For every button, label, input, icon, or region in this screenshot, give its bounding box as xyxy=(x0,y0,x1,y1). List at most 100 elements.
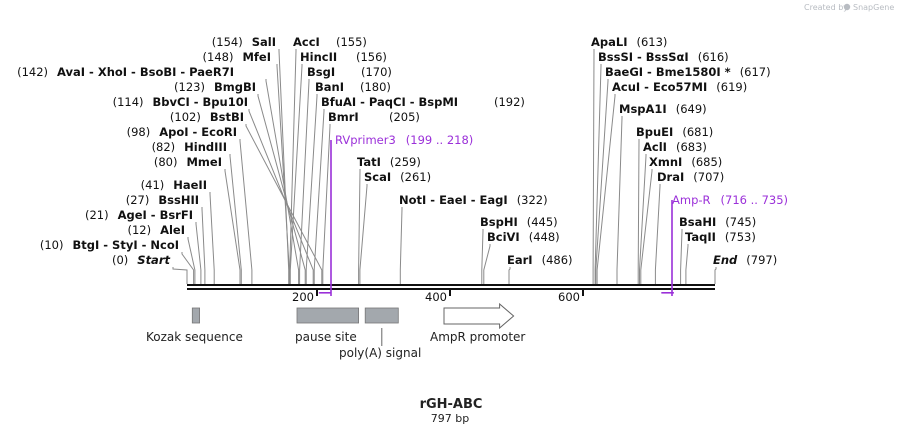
enzyme-leader-xmni xyxy=(640,169,653,284)
enzyme-leader-bmgbi-b xyxy=(257,94,306,284)
feature-ampr-promoter-arrow xyxy=(443,302,515,330)
enzyme-label-haeii-position: (41) xyxy=(141,178,165,192)
primer-rvprimer3-stem xyxy=(330,140,332,296)
enzyme-leader-acui-eco57mi xyxy=(596,94,616,284)
enzyme-label-baegi-bme1580i-position: (617) xyxy=(740,65,771,79)
enzyme-leader-mmei xyxy=(224,169,241,284)
enzyme-label-bsphi: BspHI xyxy=(480,215,518,229)
enzyme-label-bani-position: (180) xyxy=(360,80,391,94)
ruler-tick-400 xyxy=(449,290,451,296)
primer-amp-r-bar xyxy=(661,292,674,294)
enzyme-label-mmei-position: (80) xyxy=(154,155,178,169)
enzyme-label-apoi-ecori: ApoI - EcoRI xyxy=(159,125,237,139)
ruler: 200 400 600 xyxy=(292,290,584,304)
enzyme-leader-alei xyxy=(187,237,196,284)
feature-pause-site-box xyxy=(296,307,359,324)
enzyme-label-bsgi-position: (170) xyxy=(361,65,392,79)
enzyme-label-scai: ScaI xyxy=(364,170,391,184)
enzyme-label-apali-position: (613) xyxy=(637,35,668,49)
snapgene-brand-text: SnapGene xyxy=(853,3,894,12)
enzyme-label-hindiii: HindIII xyxy=(184,140,227,154)
enzyme-label-acli-position: (683) xyxy=(676,140,707,154)
enzyme-label-bfuai-paqci-bspmi: BfuAI - PaqCI - BspMI xyxy=(321,95,458,109)
enzyme-leader-avai-xhoi-bsobi-paer7i xyxy=(299,79,310,284)
feature-pause-site-label: pause site xyxy=(295,330,357,344)
enzyme-label-bsssi-bsss-i: BssSI - BssSαI xyxy=(598,50,689,64)
enzyme-label-taqii: TaqII xyxy=(685,230,716,244)
enzyme-label-acui-eco57mi-position: (619) xyxy=(716,80,747,94)
enzyme-label-xmni: XmnI xyxy=(649,155,682,169)
enzyme-label-bsgi: BsgI xyxy=(307,65,335,79)
enzyme-label-sali: SalI xyxy=(252,35,276,49)
enzyme-label-bsssi-bsss-i-position: (616) xyxy=(698,50,729,64)
enzyme-label-bbvci-bpu10i: BbvCI - Bpu10I xyxy=(153,95,248,109)
enzyme-label-bani: BanI xyxy=(315,80,344,94)
enzyme-leader-eari xyxy=(508,267,511,284)
enzyme-label-apali: ApaLI xyxy=(591,35,628,49)
enzyme-leader-avai-xhoi-bsobi-paer7i-b xyxy=(265,79,300,284)
sequence-title: rGH-ABC xyxy=(420,397,483,412)
enzyme-label-eari: EarI xyxy=(507,253,533,267)
enzyme-leader-scai xyxy=(359,184,368,284)
enzyme-label-alei-position: (12) xyxy=(127,223,151,237)
enzyme-label-acci-position: (155) xyxy=(336,35,367,49)
enzyme-labels: ApaLI (613) SalI (154) AccI (155) MfeI (148) Hin… xyxy=(17,35,777,267)
enzyme-leader-drai xyxy=(654,184,661,284)
enzyme-label-bsahi: BsaHI xyxy=(679,215,716,229)
feature-poly-a-signal-label: poly(A) signal xyxy=(339,346,421,360)
enzyme-leader-lines xyxy=(172,49,717,284)
enzyme-label-bpuei-position: (681) xyxy=(682,125,713,139)
enzyme-leader-agei-bsrfi xyxy=(195,222,202,284)
primer-rvprimer3-label: RVprimer3 xyxy=(335,133,396,147)
feature-poly-a-signal-box xyxy=(364,307,399,324)
feature-kozak-sequence-box xyxy=(191,307,201,324)
enzyme-leader-bsshii xyxy=(201,207,206,284)
enzyme-label-sali-position: (154) xyxy=(212,35,243,49)
ruler-label-400: 400 xyxy=(425,290,447,304)
enzyme-label-eari-position: (486) xyxy=(542,253,573,267)
enzyme-label-bstbi-position: (102) xyxy=(170,110,201,124)
enzyme-label-apoi-ecori-position: (98) xyxy=(127,125,151,139)
enzyme-label-noti-eaei-eagi: NotI - EaeI - EagI xyxy=(399,193,508,207)
enzyme-leader-tati xyxy=(358,169,361,284)
enzyme-label-bsphi-position: (445) xyxy=(527,215,558,229)
enzyme-label-bpuei: BpuEI xyxy=(636,125,673,139)
ruler-tick-600 xyxy=(582,290,584,296)
enzyme-label-mspa1i-position: (649) xyxy=(676,102,707,116)
enzyme-label-hincii-position: (156) xyxy=(356,50,387,64)
ruler-label-600: 600 xyxy=(558,290,580,304)
enzyme-leader-btgi-styi-ncoi xyxy=(181,252,195,284)
dna-backbone xyxy=(187,284,715,290)
enzyme-leader-noti-eaei-eagi xyxy=(399,207,403,284)
enzyme-label-bcivi: BciVI xyxy=(487,230,520,244)
enzyme-leader-haeii xyxy=(209,192,215,284)
backbone-top-strand xyxy=(187,284,715,286)
enzyme-label-bmri: BmrI xyxy=(328,110,359,124)
enzyme-leader-hindiii xyxy=(229,154,242,284)
primer-amp-r-range: (716 .. 735) xyxy=(721,193,789,207)
enzyme-leader-bbvci-bpu10i-b xyxy=(248,109,314,284)
enzyme-label-bstbi: BstBI xyxy=(210,110,244,124)
enzyme-label-xmni-position: (685) xyxy=(691,155,722,169)
enzyme-label-hindiii-position: (82) xyxy=(152,140,176,154)
enzyme-leader-bpuei xyxy=(637,139,640,284)
enzyme-leader-taqii xyxy=(685,244,689,284)
enzyme-leader-sali-b xyxy=(278,49,290,284)
enzyme-leader-bcivi xyxy=(483,244,491,284)
enzyme-label-bsahi-position: (745) xyxy=(725,215,756,229)
enzyme-label-mspa1i: MspA1I xyxy=(619,102,667,116)
enzyme-label-end-position: (797) xyxy=(746,253,777,267)
enzyme-label-agei-bsrfi: AgeI - BsrFI xyxy=(118,208,193,222)
enzyme-label-haeii: HaeII xyxy=(173,178,207,192)
enzyme-label-acui-eco57mi: AcuI - Eco57MI xyxy=(612,80,707,94)
ruler-tick-200 xyxy=(316,290,318,296)
enzyme-label-noti-eaei-eagi-position: (322) xyxy=(517,193,548,207)
primers: RVprimer3 (199 .. 218) Amp-R (716 .. 735) xyxy=(318,133,789,296)
enzyme-label-baegi-bme1580i: BaeGI - Bme1580I * xyxy=(605,65,731,79)
enzyme-label-end: End xyxy=(713,253,738,267)
enzyme-leader-start xyxy=(172,267,188,284)
enzyme-leader-bstbi-b xyxy=(245,124,323,284)
enzyme-leader-mspa1i xyxy=(616,116,623,284)
enzyme-label-acci: AccI xyxy=(293,35,320,49)
